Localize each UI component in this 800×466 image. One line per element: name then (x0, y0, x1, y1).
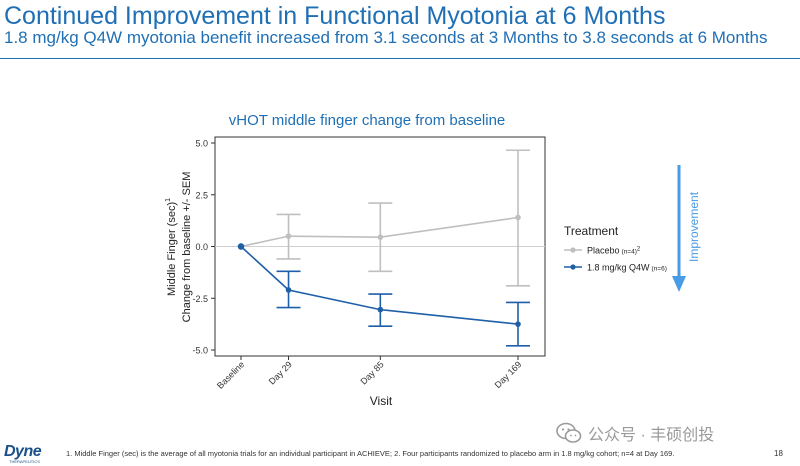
series-1 (237, 243, 530, 347)
page-title: Continued Improvement in Functional Myot… (4, 2, 666, 30)
page-number: 18 (774, 449, 783, 458)
x-axis-title: Visit (370, 394, 393, 408)
legend-series-name: Placebo (587, 246, 620, 256)
legend-series-n: (n=4) (622, 249, 637, 256)
improvement-label: Improvement (687, 191, 701, 262)
wechat-icon (556, 422, 582, 443)
y-tick-label: -5.0 (192, 346, 208, 356)
title-divider (0, 58, 800, 59)
legend-swatch-point (570, 247, 576, 253)
logo-wordmark: Dyne (4, 443, 42, 460)
data-point (377, 234, 384, 240)
legend-label: 1.8 mg/kg Q4W (n=6) (587, 263, 667, 273)
legend-swatch-point (570, 264, 576, 270)
chart-title: vHOT middle finger change from baseline (229, 112, 506, 129)
svg-text:Middle Finger (sec)1: Middle Finger (sec)1 (165, 198, 178, 296)
x-tick-label: Baseline (215, 359, 246, 390)
y-tick-label: 5.0 (195, 139, 208, 149)
data-point (237, 243, 245, 250)
watermark: 公众号 · 丰硕创投 (556, 421, 714, 445)
y-axis-title-line2: Change from baseline +/- SEM (181, 172, 193, 323)
improvement-arrow-head (672, 276, 686, 292)
legend-series-name: 1.8 mg/kg Q4W (587, 263, 650, 273)
legend-label: Placebo (n=4)2 (587, 246, 641, 256)
data-point (285, 233, 292, 239)
improvement-arrow: Improvement (672, 165, 701, 292)
data-point (515, 321, 521, 327)
legend-series-sup: 2 (637, 247, 641, 253)
legend-series-n: (n=6) (652, 266, 667, 273)
series-0 (237, 149, 530, 287)
legend-title: Treatment (564, 224, 619, 238)
y-tick-label: 2.5 (195, 190, 208, 200)
chart-marks (237, 149, 530, 347)
y-axis-title-sup: 1 (165, 198, 172, 202)
chart-axes: -5.0 -2.5 0.0 2.5 5.0 Baseline Day 29 Day 85 Day… (192, 139, 523, 391)
logo-subtitle: THERAPEUTICS (9, 459, 40, 464)
footnote: 1. Middle Finger (sec) is the average of… (66, 449, 675, 458)
page-subtitle: 1.8 mg/kg Q4W myotonia benefit increased… (4, 28, 768, 47)
legend-item: 1.8 mg/kg Q4W (n=6) (564, 263, 667, 273)
data-point (285, 287, 292, 293)
x-tick-label: Day 29 (267, 359, 294, 386)
series-line (240, 216, 519, 248)
x-tick-label: Day 85 (358, 359, 385, 386)
y-tick-label: -2.5 (192, 294, 208, 304)
y-axis-title: Middle Finger (sec)1 Change from baselin… (165, 172, 193, 323)
series-line (240, 245, 519, 325)
data-point (377, 306, 384, 313)
legend-item: Placebo (n=4)2 (564, 246, 641, 256)
dyne-logo: Dyne THERAPEUTICS (2, 443, 52, 465)
x-tick-label: Day 169 (493, 359, 524, 390)
data-point (515, 214, 521, 221)
y-axis-title-line1: Middle Finger (sec) (166, 202, 178, 296)
legend: Treatment Placebo (n=4)2 1.8 mg/kg Q4W (n=6… (564, 224, 667, 273)
watermark-text: 公众号 · 丰硕创投 (588, 427, 715, 444)
y-tick-label: 0.0 (195, 242, 208, 252)
